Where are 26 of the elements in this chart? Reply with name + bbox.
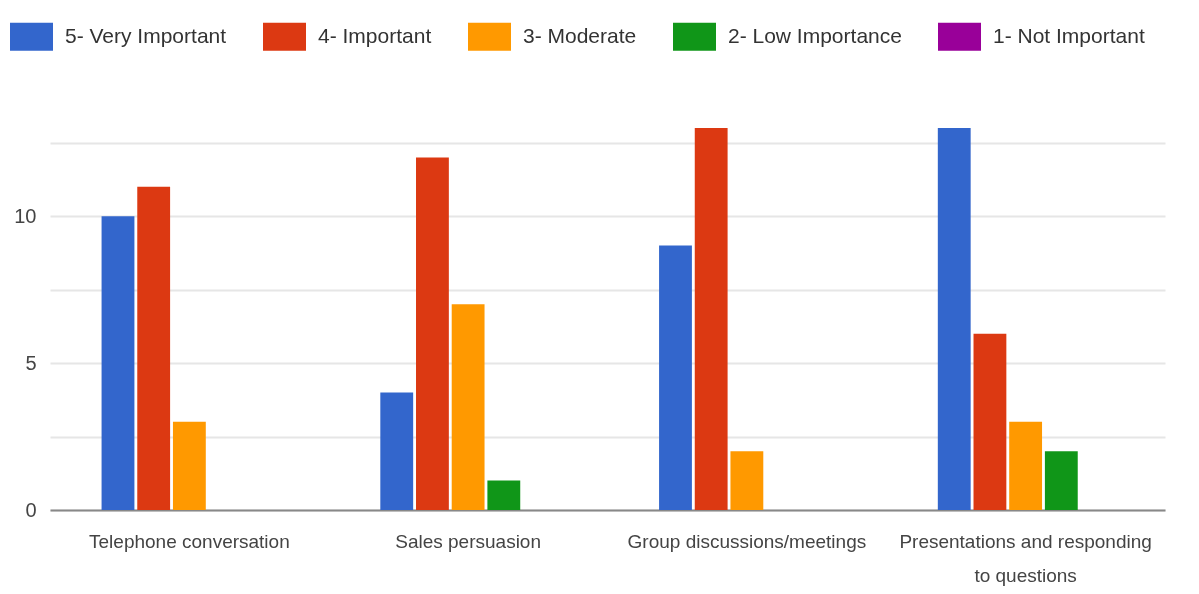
bar <box>730 451 764 510</box>
bar <box>451 304 485 510</box>
legend-label: 3- Moderate <box>523 23 637 47</box>
bar <box>380 392 414 510</box>
bar <box>659 245 692 510</box>
bar <box>416 157 449 510</box>
legend-label: 4- Important <box>318 23 432 47</box>
bar <box>937 128 971 510</box>
legend-label: 1- Not Important <box>993 23 1145 47</box>
bar <box>694 128 728 510</box>
bar <box>137 186 171 510</box>
y-tick-label: 0 <box>25 498 37 521</box>
bar <box>101 216 135 510</box>
y-tick-label: 5 <box>25 351 37 374</box>
bar <box>973 333 1007 510</box>
x-tick-label: Sales persuasion <box>395 530 542 552</box>
y-tick-label: 10 <box>14 204 37 227</box>
bar <box>172 421 206 510</box>
legend-label: 5- Very Important <box>65 23 227 47</box>
bar <box>1009 421 1043 510</box>
x-tick-label: Presentations and responding to questions <box>899 530 1152 586</box>
bar <box>1044 451 1078 510</box>
bar <box>487 480 521 510</box>
legend-label: 2- Low Importance <box>728 23 902 47</box>
x-tick-label: Group discussions/meetings <box>627 530 867 552</box>
x-tick-label: Telephone conversation <box>89 530 290 552</box>
